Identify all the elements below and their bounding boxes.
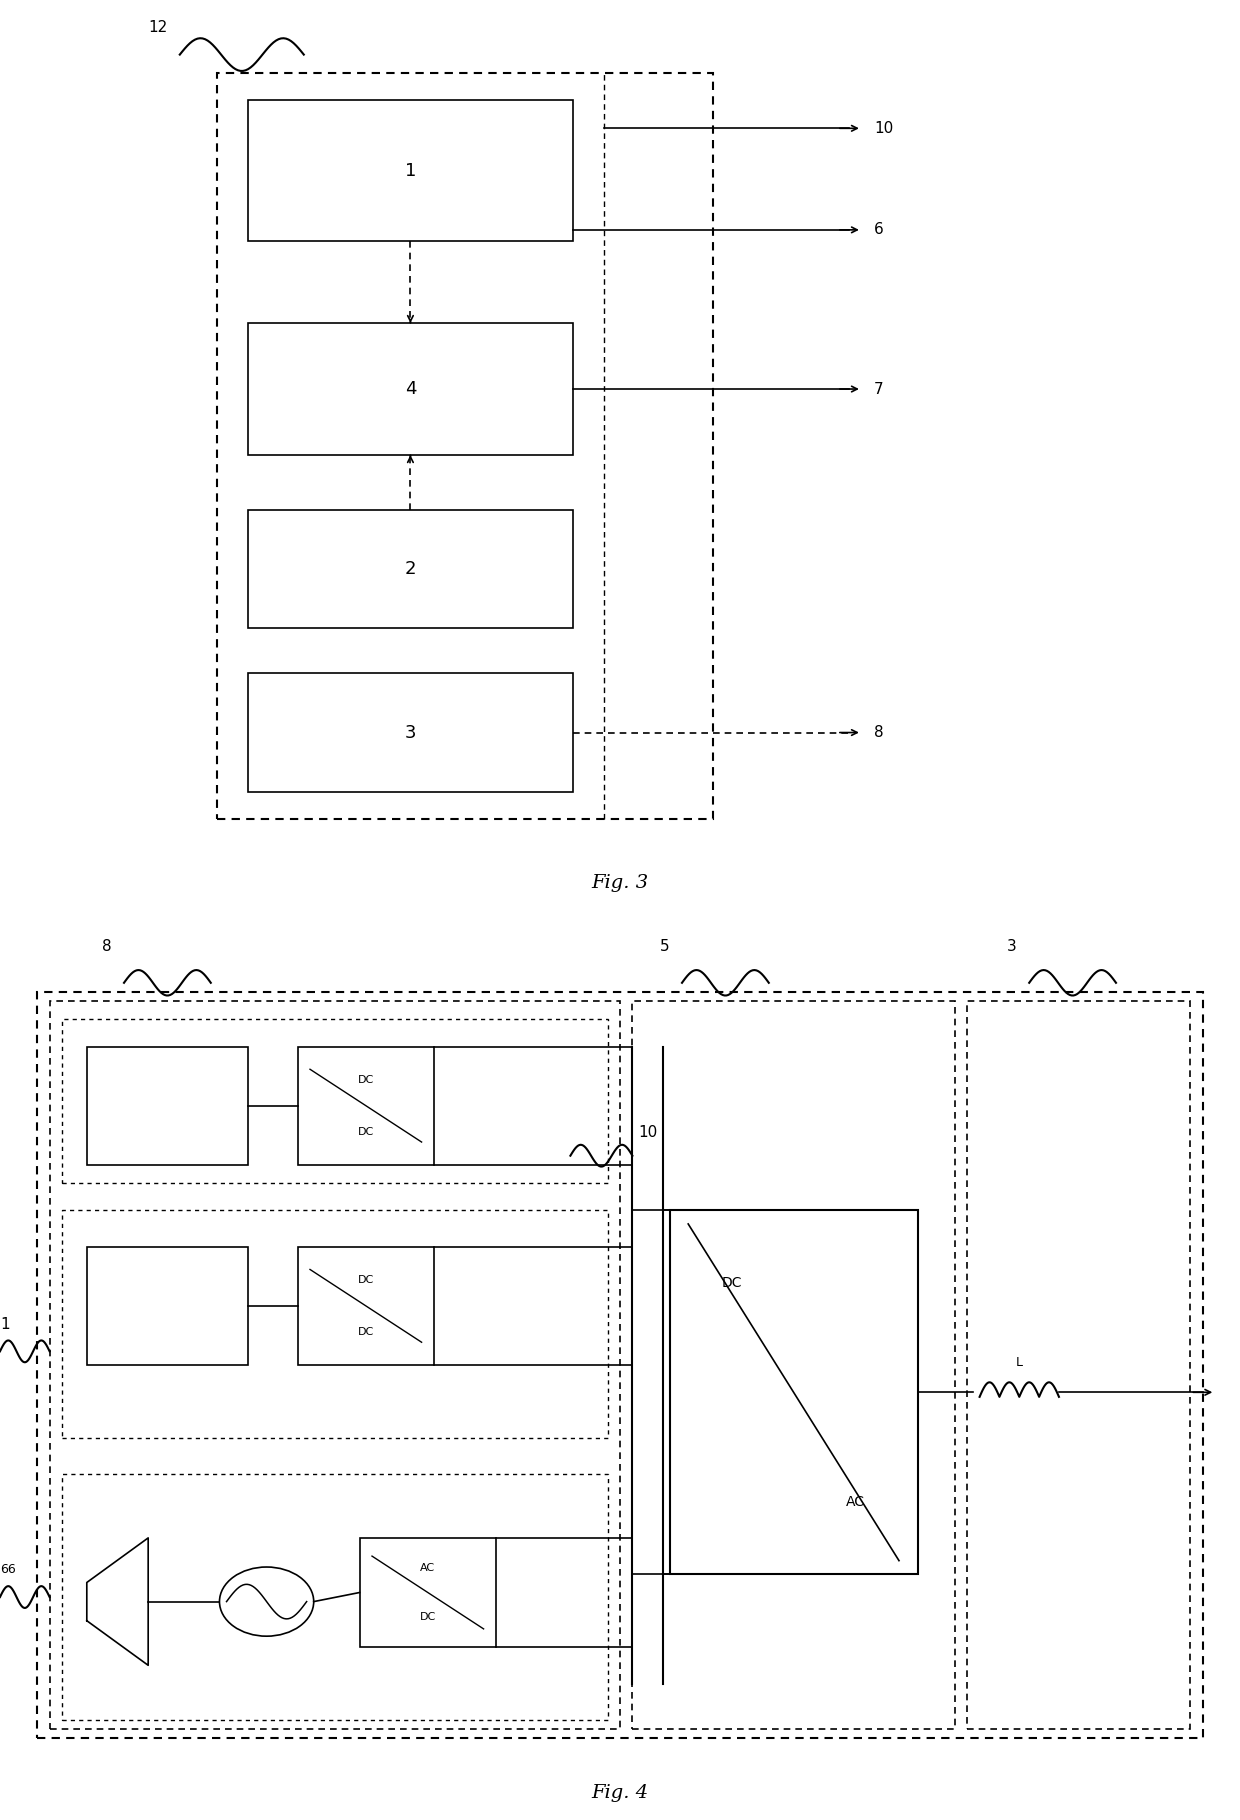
- Bar: [248, 673, 573, 792]
- Text: 3: 3: [404, 724, 417, 741]
- Text: 10: 10: [639, 1125, 658, 1141]
- Text: DC: DC: [722, 1276, 742, 1290]
- Text: 12: 12: [148, 20, 167, 35]
- Bar: [62, 1474, 608, 1720]
- Bar: [87, 1247, 248, 1365]
- Bar: [217, 73, 713, 819]
- Text: DC: DC: [357, 1327, 374, 1338]
- Text: 66: 66: [0, 1563, 16, 1576]
- Text: 1: 1: [404, 162, 417, 180]
- Text: 8: 8: [874, 724, 884, 741]
- Text: DC: DC: [357, 1127, 374, 1138]
- Text: Fig. 3: Fig. 3: [591, 874, 649, 892]
- Text: 1: 1: [0, 1316, 10, 1332]
- Text: 7: 7: [874, 382, 884, 397]
- Bar: [87, 1046, 248, 1165]
- Text: Fig. 4: Fig. 4: [591, 1784, 649, 1802]
- Bar: [50, 1001, 620, 1729]
- Text: 4: 4: [404, 380, 417, 399]
- Bar: [298, 1247, 434, 1365]
- Bar: [248, 100, 573, 242]
- Text: DC: DC: [419, 1611, 436, 1622]
- Text: 10: 10: [874, 120, 894, 136]
- Text: AC: AC: [420, 1563, 435, 1574]
- Text: 8: 8: [102, 939, 112, 954]
- Text: 2: 2: [404, 561, 417, 577]
- Bar: [632, 1001, 955, 1729]
- Bar: [298, 1046, 434, 1165]
- Text: 6: 6: [874, 222, 884, 237]
- Text: 5: 5: [660, 939, 670, 954]
- Text: DC: DC: [357, 1074, 374, 1085]
- Bar: [37, 992, 1203, 1738]
- Bar: [248, 324, 573, 455]
- Text: 3: 3: [1007, 939, 1017, 954]
- Text: DC: DC: [357, 1274, 374, 1285]
- Bar: [62, 1019, 608, 1183]
- Bar: [360, 1538, 496, 1647]
- Text: AC: AC: [846, 1494, 866, 1509]
- Bar: [967, 1001, 1190, 1729]
- Bar: [248, 510, 573, 628]
- Bar: [62, 1210, 608, 1438]
- Bar: [670, 1210, 918, 1574]
- Text: L: L: [1016, 1356, 1023, 1369]
